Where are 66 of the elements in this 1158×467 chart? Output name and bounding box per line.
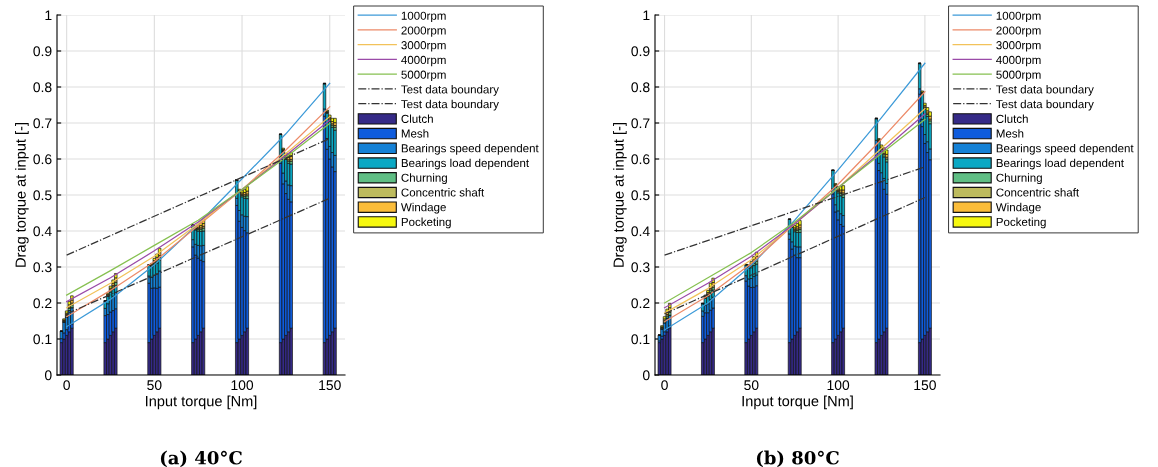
x-tick-label: 100 [827, 380, 850, 391]
y-tick-label: 0.9 [33, 46, 52, 57]
y-tick-label: 0.4 [33, 226, 52, 237]
legend-label: 5000rpm [996, 70, 1041, 82]
x-tick-label: 0 [63, 380, 70, 391]
legend-label: Concentric shaft [996, 188, 1080, 197]
legend-label: Clutch [996, 114, 1028, 123]
legend-label: Concentric shaft [401, 188, 485, 197]
legend-label: Bearings speed dependent [996, 143, 1134, 155]
legend-label: Windage [995, 202, 1041, 214]
y-tick-label: 0.7 [33, 118, 52, 129]
y-tick-label: 1 [643, 10, 650, 21]
legend-label: Bearings load dependent [401, 158, 530, 170]
legend-label: 1000rpm [996, 11, 1041, 23]
y-tick-label: 0.9 [631, 46, 650, 57]
text: (b) 80°C [756, 450, 839, 467]
x-axis-title: Input torque [Nm] [742, 395, 853, 410]
legend-label: 1000rpm [401, 11, 446, 23]
y-tick-label: 0.8 [33, 82, 52, 93]
text: (a) 40°C [160, 450, 242, 467]
legend-label: Mesh [401, 129, 429, 138]
legend-label: Test data boundary [401, 85, 499, 96]
legend-label: Churning [996, 173, 1042, 185]
legend-label: 5000rpm [401, 70, 446, 82]
legend-label: Bearings speed dependent [401, 143, 539, 155]
legend-label: Test data boundary [401, 99, 499, 111]
legend-label: Pocketing [996, 217, 1046, 229]
legend-label: 2000rpm [996, 26, 1041, 37]
x-tick-label: 150 [914, 380, 936, 391]
legend-label: Windage [400, 202, 446, 214]
y-tick-label: 0.7 [631, 118, 650, 129]
y-tick-label: 0 [642, 370, 650, 381]
x-tick-label: 50 [744, 380, 759, 391]
x-tick-label: 50 [147, 380, 162, 391]
y-tick-label: 0.6 [631, 154, 650, 165]
legend-label: 4000rpm [401, 55, 446, 67]
y-tick-label: 0.1 [631, 334, 650, 345]
y-tick-label: 0 [44, 370, 52, 381]
y-tick-label: 0.2 [631, 298, 650, 309]
legend-label: Churning [401, 173, 447, 185]
x-axis-title: Input torque [Nm] [146, 395, 257, 410]
x-tick-label: 100 [231, 380, 254, 391]
legend-label: Test data boundary [996, 99, 1094, 111]
legend-label: 2000rpm [401, 26, 446, 37]
legend-label: 3000rpm [996, 41, 1041, 52]
y-tick-label: 0.3 [33, 262, 52, 273]
y-axis-title: Drag torque at input [-] [15, 123, 29, 267]
y-tick-label: 0.4 [631, 226, 650, 237]
y-tick-label: 0.1 [33, 334, 52, 345]
y-axis-title: Drag torque at input [-] [613, 123, 627, 267]
legend-label: Clutch [401, 114, 433, 123]
legend-label: Bearings load dependent [996, 158, 1124, 170]
legend-label: Test data boundary [996, 85, 1094, 96]
legend-label: 3000rpm [401, 41, 446, 52]
y-tick-label: 0.5 [33, 190, 52, 201]
y-tick-label: 0.8 [631, 82, 650, 93]
legend-label: Mesh [996, 129, 1024, 138]
y-tick-label: 1 [45, 10, 52, 21]
y-tick-label: 0.3 [631, 262, 650, 273]
y-tick-label: 0.2 [33, 298, 52, 309]
legend-label: 4000rpm [996, 55, 1041, 67]
y-tick-label: 0.6 [33, 154, 52, 165]
x-tick-label: 150 [319, 380, 341, 391]
legend-label: Pocketing [401, 217, 451, 229]
x-tick-label: 0 [661, 380, 668, 391]
y-tick-label: 0.5 [631, 190, 650, 201]
